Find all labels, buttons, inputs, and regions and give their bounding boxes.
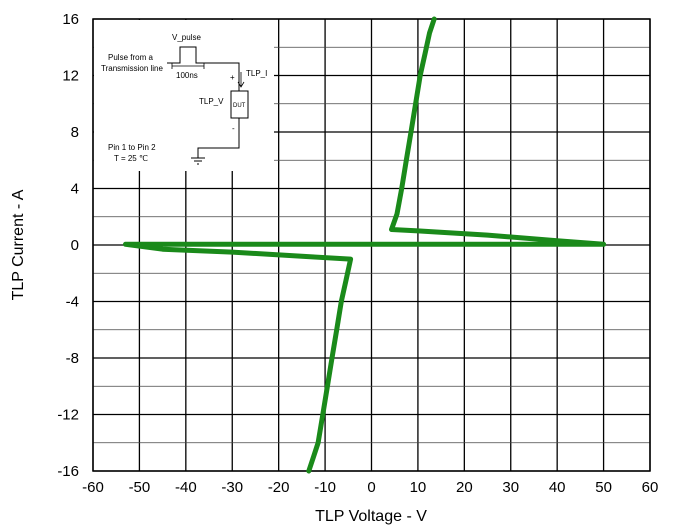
y-tick-label: -4 <box>66 294 79 311</box>
x-axis-title: TLP Voltage - V <box>315 508 427 525</box>
dut-box <box>230 90 249 119</box>
pulse-width-arrow <box>171 63 205 69</box>
minus-sign: - <box>232 124 235 133</box>
x-tick-label: -20 <box>268 479 290 496</box>
tlp-i-label: TLP_I <box>246 69 267 78</box>
y-tick-label: 8 <box>71 124 79 141</box>
ground-symbol <box>191 157 205 165</box>
x-tick-label: 10 <box>410 479 427 496</box>
x-tick-label: 40 <box>549 479 566 496</box>
circuit-wires <box>197 62 240 158</box>
pulse-waveform <box>167 46 210 64</box>
plus-sign: + <box>230 73 235 82</box>
x-tick-label: 50 <box>595 479 612 496</box>
temperature-label: T = 25 ℃ <box>114 154 148 163</box>
inset-schematic: V_pulse Pulse from a Transmission line 1… <box>94 20 274 171</box>
y-tick-label: -12 <box>57 407 79 424</box>
y-tick-label: 16 <box>62 11 79 28</box>
x-tick-label: 20 <box>456 479 473 496</box>
y-tick-label: 4 <box>71 181 79 198</box>
tlp-v-label: TLP_V <box>199 97 224 106</box>
iv-curve-series <box>123 16 607 474</box>
pulse-source-label-1: Pulse from a <box>108 53 153 62</box>
y-tick-label: -16 <box>57 463 79 480</box>
y-tick-label: 12 <box>62 68 79 85</box>
y-axis-title: TLP Current - A <box>10 189 27 300</box>
pins-label: Pin 1 to Pin 2 <box>108 143 156 152</box>
v-pulse-label: V_pulse <box>172 33 201 42</box>
x-tick-label: 30 <box>502 479 519 496</box>
dut-label: DUT <box>233 103 246 109</box>
x-tick-label: -40 <box>175 479 197 496</box>
x-tick-label: -50 <box>129 479 151 496</box>
plot-frame <box>92 18 651 472</box>
y-tick-label: 0 <box>71 237 79 254</box>
y-tick-label: -8 <box>66 350 79 367</box>
x-tick-label: 60 <box>642 479 659 496</box>
current-arrow <box>237 72 245 88</box>
x-tick-label: -10 <box>314 479 336 496</box>
tick-labels: -60 -50 -40 -30 -20 -10 0 10 20 30 40 50 60-16-12-8-… <box>57 11 658 496</box>
x-tick-label: 0 <box>367 479 375 496</box>
pulse-source-label-2: Transmission line <box>101 64 163 73</box>
x-tick-label: -30 <box>221 479 243 496</box>
pulse-width-label: 100ns <box>176 71 198 80</box>
x-tick-label: -60 <box>82 479 104 496</box>
